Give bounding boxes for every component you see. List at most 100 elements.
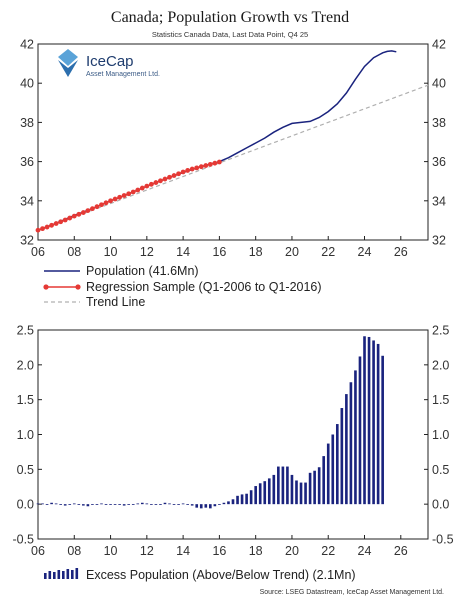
excess-population-bar	[104, 504, 108, 505]
regression-sample-point	[126, 191, 132, 197]
regression-sample-point	[194, 165, 200, 171]
regression-sample-point	[171, 173, 177, 178]
bottom-ytick-left-label: 0.0	[17, 498, 34, 512]
legend-excess-label: Excess Population (Above/Below Trend) (2…	[86, 568, 356, 582]
excess-population-bar	[113, 504, 117, 505]
bottom-xtick-label: 12	[140, 544, 154, 558]
excess-population-bar	[331, 434, 335, 505]
excess-population-bar	[95, 504, 99, 505]
excess-population-bar	[122, 504, 126, 506]
logo-diamond-bottom-icon	[58, 60, 78, 77]
bottom-ytick-left-label: 1.5	[17, 393, 34, 407]
excess-population-bar	[381, 355, 384, 505]
excess-population-bar	[335, 424, 339, 505]
bottom-xtick-label: 14	[176, 544, 190, 558]
regression-sample-point	[148, 181, 154, 187]
excess-population-bar	[354, 370, 357, 505]
excess-population-bar	[100, 503, 103, 505]
top-y-axis-left: 32 34 36 38 40 42	[20, 38, 42, 248]
regression-sample-point	[112, 196, 118, 202]
excess-population-bar	[177, 504, 180, 505]
excess-population-bar	[50, 502, 53, 505]
excess-population-bar	[322, 456, 326, 505]
regression-sample-point	[108, 198, 113, 204]
top-xtick-label: 18	[249, 245, 263, 259]
excess-population-bar	[136, 503, 140, 505]
excess-population-bar	[118, 504, 121, 505]
bottom-y-axis-left: -0.5 0.0 0.5 1.0 1.5 2.0 2.5	[12, 324, 42, 547]
excess-population-bar	[254, 486, 257, 505]
bottom-ytick-right-label: 1.0	[432, 428, 449, 442]
regression-sample-point	[144, 183, 150, 189]
bottom-ytick-right-label: -0.5	[432, 533, 454, 547]
top-ytick-left-label: 42	[20, 38, 34, 52]
excess-population-bar	[82, 504, 85, 506]
bottom-xtick-label: 24	[358, 544, 372, 558]
excess-population-bars	[36, 336, 384, 509]
legend-regression-marker-right	[75, 284, 81, 290]
excess-population-bar	[204, 504, 208, 508]
excess-population-bar	[240, 494, 244, 505]
excess-population-bar	[36, 503, 40, 505]
regression-sample-point	[62, 217, 68, 223]
excess-population-bar	[154, 504, 158, 505]
regression-sample-point	[135, 187, 141, 193]
regression-sample-point	[153, 180, 159, 185]
legend-regression-label: Regression Sample (Q1-2006 to Q1-2016)	[86, 280, 322, 294]
excess-population-bar	[290, 474, 294, 505]
regression-sample-point	[85, 208, 91, 214]
excess-population-bar	[340, 408, 344, 505]
excess-population-bar	[150, 504, 153, 505]
logo-diamond-top-icon	[58, 49, 78, 66]
regression-sample-point	[40, 226, 45, 232]
bottom-ytick-right-label: 0.5	[432, 463, 449, 477]
bottom-xtick-label: 26	[394, 544, 408, 558]
top-legend: Population (41.6Mn) Regression Sample (Q…	[43, 264, 322, 309]
excess-population-bar	[286, 466, 289, 505]
bottom-ytick-right-label: 0.0	[432, 498, 449, 512]
top-plot-frame	[37, 43, 429, 241]
excess-population-bar	[68, 504, 72, 505]
top-ytick-left-label: 32	[20, 234, 34, 248]
bottom-xtick-label: 16	[212, 544, 226, 558]
excess-population-bar	[213, 504, 217, 507]
excess-population-bar	[227, 501, 230, 505]
regression-sample-point	[207, 161, 213, 167]
excess-population-bar	[59, 504, 62, 505]
regression-sample-point	[90, 206, 95, 212]
top-xtick-label: 22	[321, 245, 335, 259]
regression-sample-point	[67, 215, 73, 221]
excess-population-bar	[313, 470, 316, 505]
top-xtick-label: 16	[212, 245, 226, 259]
regression-sample-point	[53, 221, 59, 226]
excess-population-bar	[299, 482, 303, 505]
excess-population-bar	[63, 504, 67, 506]
top-ytick-right-label: 40	[432, 77, 446, 91]
top-xtick-label: 24	[358, 245, 372, 259]
top-y-axis-right: 32 34 36 38 40 42	[424, 38, 446, 248]
excess-population-bar	[231, 499, 235, 505]
excess-population-bar	[77, 504, 81, 505]
excess-population-bar	[159, 504, 162, 505]
excess-population-bar	[277, 466, 280, 505]
top-xtick-label: 20	[285, 245, 299, 259]
bottom-ytick-left-label: 2.0	[17, 358, 34, 372]
excess-population-bar	[145, 503, 149, 505]
logo-name: IceCap	[86, 53, 134, 70]
top-xtick-label: 26	[394, 245, 408, 259]
excess-population-bar	[236, 495, 239, 505]
legend-population-label: Population (41.6Mn)	[86, 264, 199, 278]
excess-population-bar	[372, 340, 375, 505]
regression-sample-point	[49, 222, 55, 228]
excess-population-bar	[281, 466, 285, 505]
excess-population-bar	[45, 504, 49, 505]
excess-population-bar	[245, 493, 248, 505]
bottom-xtick-label: 10	[104, 544, 118, 558]
bottom-xtick-label: 22	[321, 544, 335, 558]
excess-population-bar	[222, 502, 226, 505]
bottom-xtick-label: 18	[249, 544, 263, 558]
bottom-ytick-left-label: 2.5	[17, 324, 34, 338]
regression-sample-point	[35, 227, 41, 233]
excess-population-bar	[209, 504, 212, 509]
bottom-ytick-right-label: 1.5	[432, 393, 449, 407]
